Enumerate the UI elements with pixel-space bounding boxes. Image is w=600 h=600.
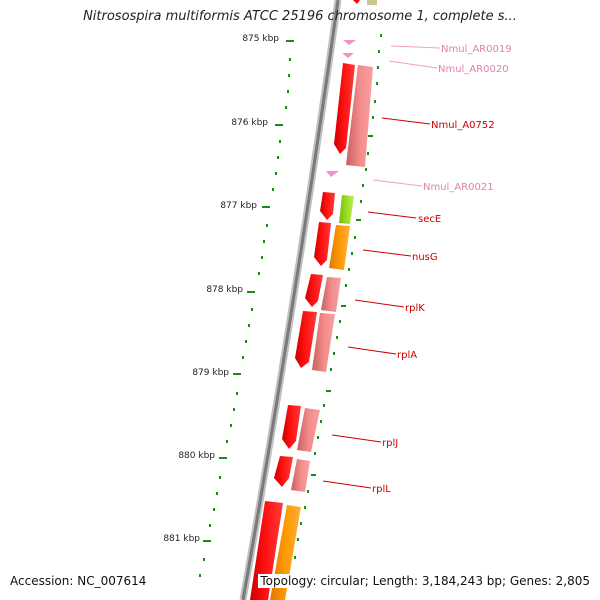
feature-rplA-protein[interactable] <box>312 313 335 372</box>
gene-label-nusG[interactable]: nusG <box>412 252 438 263</box>
feature-rplK[interactable] <box>305 274 323 307</box>
feature-Nmul_A0752-protein[interactable] <box>346 65 373 167</box>
label-leader-lines <box>322 45 441 489</box>
feature-rplK-protein[interactable] <box>321 277 341 312</box>
scale-label-877: 877 kbp <box>220 201 257 211</box>
genome-summary-text: Topology: circular; Length: 3,184,243 bp… <box>258 574 590 588</box>
feature-Nmul_AR0021[interactable] <box>326 171 339 177</box>
outer-tick-track <box>294 34 382 559</box>
scale-label-875: 875 kbp <box>242 34 279 44</box>
gene-label-Nmul_AR0019[interactable]: Nmul_AR0019 <box>441 44 512 55</box>
scale-label-881: 881 kbp <box>163 534 200 544</box>
feature-nusG-protein[interactable] <box>329 225 350 270</box>
feature-rplL-protein[interactable] <box>291 459 310 492</box>
feature-secE-protein[interactable] <box>339 195 354 224</box>
feature-Nmul_AR0019[interactable] <box>343 40 356 45</box>
feature-top-partial[interactable] <box>353 0 377 5</box>
inner-tick-track <box>199 40 294 577</box>
chromosome-backbone-core <box>241 0 340 600</box>
gene-label-Nmul_AR0020[interactable]: Nmul_AR0020 <box>438 64 509 75</box>
gene-label-Nmul_A0752[interactable]: Nmul_A0752 <box>431 120 495 131</box>
gene-label-rplA[interactable]: rplA <box>397 350 417 361</box>
scale-label-878: 878 kbp <box>206 285 243 295</box>
feature-rplJ-protein[interactable] <box>297 408 320 452</box>
feature-rplA[interactable] <box>295 311 317 368</box>
feature-rplL[interactable] <box>274 456 293 487</box>
gene-label-secE[interactable]: secE <box>418 214 441 225</box>
gene-label-rplJ[interactable]: rplJ <box>382 438 398 449</box>
feature-bottom-cds[interactable] <box>250 501 283 600</box>
feature-secE[interactable] <box>320 192 335 220</box>
gene-label-rplK[interactable]: rplK <box>405 303 425 314</box>
scale-labels: 875 kbp 876 kbp 877 kbp 878 kbp 879 kbp … <box>163 34 279 544</box>
gene-label-Nmul_AR0021[interactable]: Nmul_AR0021 <box>423 182 494 193</box>
feature-nusG[interactable] <box>314 222 331 266</box>
gene-label-rplL[interactable]: rplL <box>372 484 391 495</box>
gene-labels: Nmul_AR0019 Nmul_AR0020 Nmul_A0752 Nmul_… <box>372 44 512 495</box>
scale-label-879: 879 kbp <box>192 368 229 378</box>
feature-Nmul_AR0020[interactable] <box>342 53 354 58</box>
map-title: Nitrosospira multiformis ATCC 25196 chro… <box>83 9 517 24</box>
feature-Nmul_A0752[interactable] <box>334 63 355 154</box>
scale-label-876: 876 kbp <box>231 118 268 128</box>
feature-rplJ[interactable] <box>282 405 301 449</box>
scale-label-880: 880 kbp <box>178 451 215 461</box>
accession-text: Accession: NC_007614 <box>10 574 147 588</box>
